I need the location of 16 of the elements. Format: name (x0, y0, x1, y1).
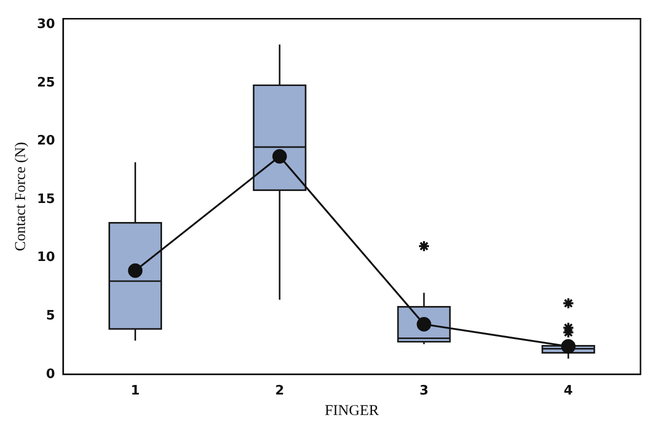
point (272, 149, 287, 164)
y-tick-label: 15 (36, 192, 56, 207)
point (128, 263, 143, 278)
x-tick-label: 4 (564, 384, 573, 399)
y-tick-label: 0 (46, 366, 56, 382)
x-tick-label: 2 (275, 384, 284, 399)
x-tick-label: 1 (130, 384, 140, 399)
x-axis-title: FINGER (324, 402, 379, 419)
y-tick-label: 30 (36, 17, 56, 32)
y-tick-label: 20 (36, 134, 56, 149)
y-tick-label: 25 (36, 75, 56, 90)
y-tick-label: 5 (46, 308, 56, 324)
point (561, 339, 576, 354)
y-tick-label: 10 (36, 250, 56, 266)
y-axis-title: Contact Force (N) (12, 142, 29, 252)
x-tick-label: 3 (419, 384, 428, 399)
